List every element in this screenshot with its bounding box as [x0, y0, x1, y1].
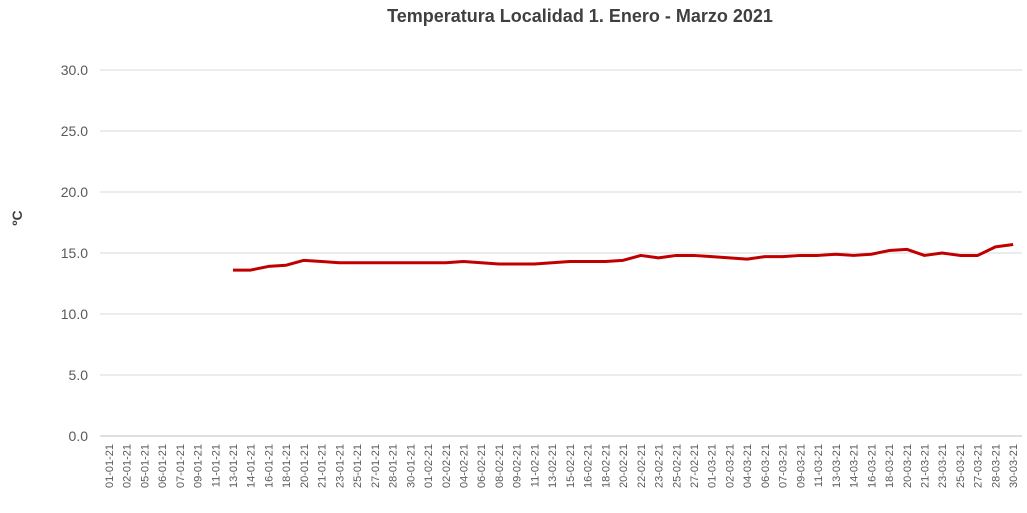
x-tick-label: 13-03-21 — [831, 444, 843, 488]
x-tick-label: 30-03-21 — [1008, 444, 1020, 488]
x-tick-label: 21-03-21 — [919, 444, 931, 488]
x-tick-label: 05-01-21 — [139, 444, 151, 488]
y-tick-label: 25.0 — [61, 123, 88, 139]
y-tick-label: 30.0 — [61, 62, 88, 78]
x-tick-label: 27-01-21 — [370, 444, 382, 488]
y-tick-label: 15.0 — [61, 245, 88, 261]
x-tick-label: 30-01-21 — [405, 444, 417, 488]
x-tick-label: 18-01-21 — [281, 444, 293, 488]
x-tick-label: 02-01-21 — [122, 444, 134, 488]
x-tick-label: 18-02-21 — [600, 444, 612, 488]
x-tick-label: 09-02-21 — [512, 444, 524, 488]
x-tick-label: 23-03-21 — [937, 444, 949, 488]
x-tick-label: 18-03-21 — [884, 444, 896, 488]
x-tick-label: 06-03-21 — [760, 444, 772, 488]
x-tick-label: 04-02-21 — [458, 444, 470, 488]
y-tick-label: 20.0 — [61, 184, 88, 200]
y-axis-label: ºC — [9, 210, 25, 225]
x-tick-label: 11-01-21 — [210, 444, 222, 487]
x-tick-label: 28-01-21 — [388, 444, 400, 488]
x-tick-label: 28-03-21 — [990, 444, 1002, 488]
x-tick-label: 04-03-21 — [742, 444, 754, 488]
x-tick-label: 07-03-21 — [778, 444, 790, 488]
x-tick-label: 25-01-21 — [352, 444, 364, 488]
x-tick-label: 16-03-21 — [866, 444, 878, 488]
x-tick-label: 21-01-21 — [317, 444, 329, 488]
x-tick-label: 16-01-21 — [263, 444, 275, 488]
x-tick-label: 22-02-21 — [636, 444, 648, 488]
x-tick-label: 27-02-21 — [689, 444, 701, 488]
x-tick-label: 20-03-21 — [902, 444, 914, 488]
x-tick-label: 23-02-21 — [654, 444, 666, 488]
y-tick-label: 10.0 — [61, 306, 88, 322]
x-tick-label: 07-01-21 — [175, 444, 187, 488]
y-tick-label: 5.0 — [69, 367, 89, 383]
x-tick-label: 01-01-21 — [104, 444, 116, 488]
line-series — [232, 242, 1014, 272]
x-tick-label: 14-01-21 — [246, 444, 258, 488]
x-tick-label: 13-01-21 — [228, 444, 240, 488]
x-tick-label: 11-02-21 — [529, 444, 541, 487]
x-tick-label: 20-01-21 — [299, 444, 311, 488]
chart-title: Temperatura Localidad 1. Enero - Marzo 2… — [387, 6, 773, 26]
x-tick-label: 06-02-21 — [476, 444, 488, 488]
x-tick-label: 09-03-21 — [795, 444, 807, 488]
x-tick-label: 06-01-21 — [157, 444, 169, 488]
x-tick-label: 27-03-21 — [973, 444, 985, 488]
x-tick-label: 25-02-21 — [671, 444, 683, 488]
x-tick-label: 01-02-21 — [423, 444, 435, 488]
y-tick-label: 0.0 — [69, 428, 89, 444]
x-tick-label: 15-02-21 — [565, 444, 577, 488]
x-tick-label: 13-02-21 — [547, 444, 559, 488]
x-tick-label: 01-03-21 — [707, 444, 719, 488]
x-tick-label: 20-02-21 — [618, 444, 630, 488]
x-tick-label: 25-03-21 — [955, 444, 967, 488]
x-tick-label: 02-02-21 — [441, 444, 453, 488]
x-tick-label: 02-03-21 — [724, 444, 736, 488]
x-tick-label: 08-02-21 — [494, 444, 506, 488]
x-tick-label: 23-01-21 — [334, 444, 346, 488]
x-tick-label: 16-02-21 — [583, 444, 595, 488]
x-tick-label: 11-03-21 — [813, 444, 825, 487]
x-tick-label: 14-03-21 — [849, 444, 861, 488]
x-tick-label: 09-01-21 — [193, 444, 205, 488]
